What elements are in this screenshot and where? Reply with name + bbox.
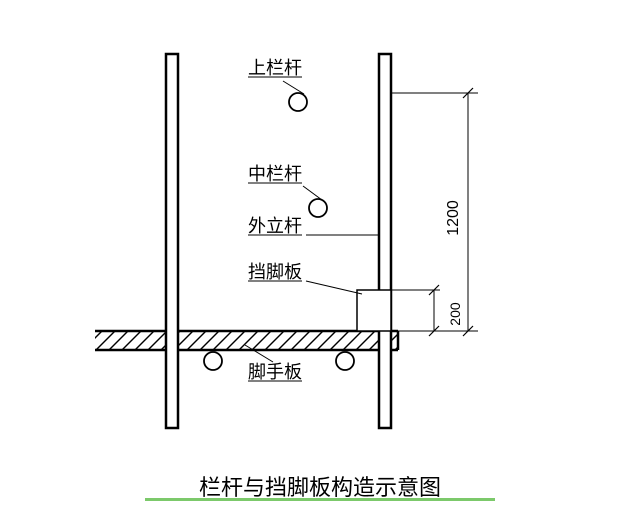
label-toeboard: 挡脚板 <box>248 262 302 282</box>
label-scaffold-board: 脚手板 <box>248 362 302 382</box>
title-underline <box>145 498 495 501</box>
label-top-rail: 上栏杆 <box>248 58 302 78</box>
title-text: 栏杆与挡脚板构造示意图 <box>199 475 441 500</box>
label-mid-rail: 中栏杆 <box>248 164 302 184</box>
svg-text:200: 200 <box>447 302 463 326</box>
label-outer-post: 外立杆 <box>248 216 302 236</box>
railing-diagram: 上栏杆中栏杆外立杆挡脚板脚手板 200 1200 <box>0 0 640 507</box>
svg-text:1200: 1200 <box>445 200 462 236</box>
